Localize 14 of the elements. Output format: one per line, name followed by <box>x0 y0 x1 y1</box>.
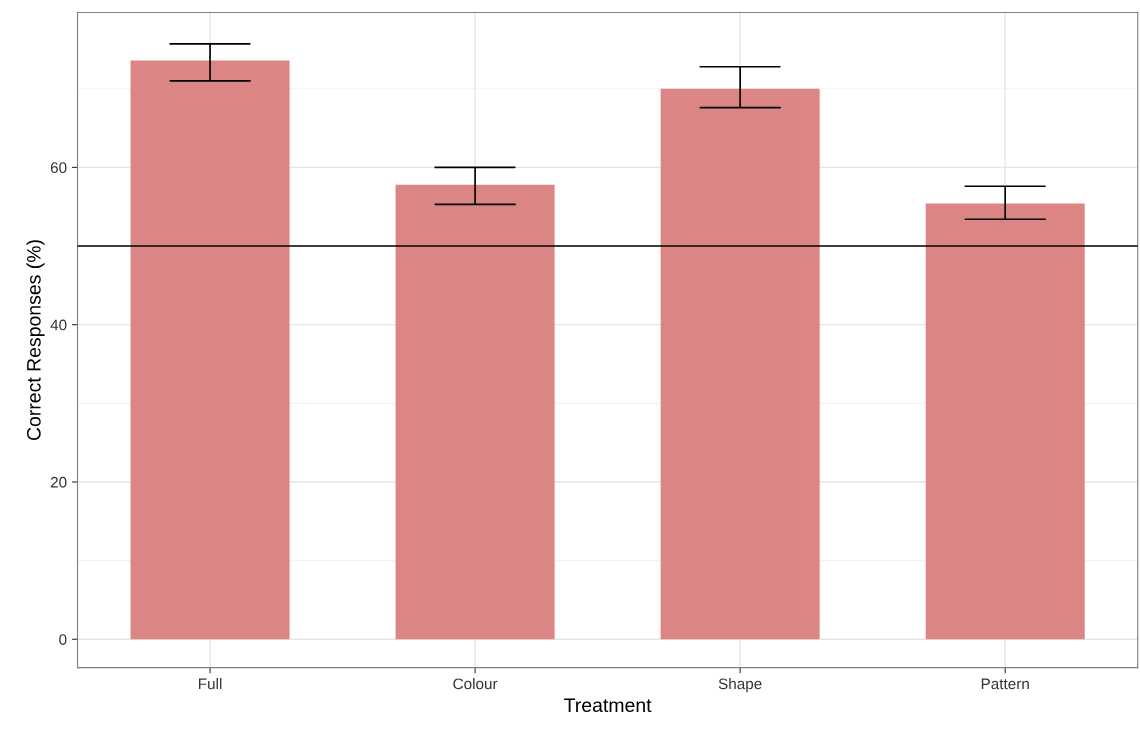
bar <box>925 203 1085 640</box>
y-tick-label: 40 <box>50 319 67 331</box>
x-tick-label: Colour <box>453 678 498 690</box>
y-tick-label: 0 <box>59 634 67 645</box>
x-tick-label: Shape <box>718 678 762 693</box>
bar <box>660 88 820 640</box>
y-tick-label: 20 <box>50 476 67 488</box>
bar <box>130 60 290 640</box>
bar <box>395 184 555 640</box>
x-tick-label: Pattern <box>981 678 1029 690</box>
x-axis-title: Treatment <box>564 698 652 713</box>
x-tick-label: Full <box>198 678 222 690</box>
y-tick-label: 60 <box>50 162 67 174</box>
y-axis-title: Correct Responses (%) <box>26 240 45 441</box>
